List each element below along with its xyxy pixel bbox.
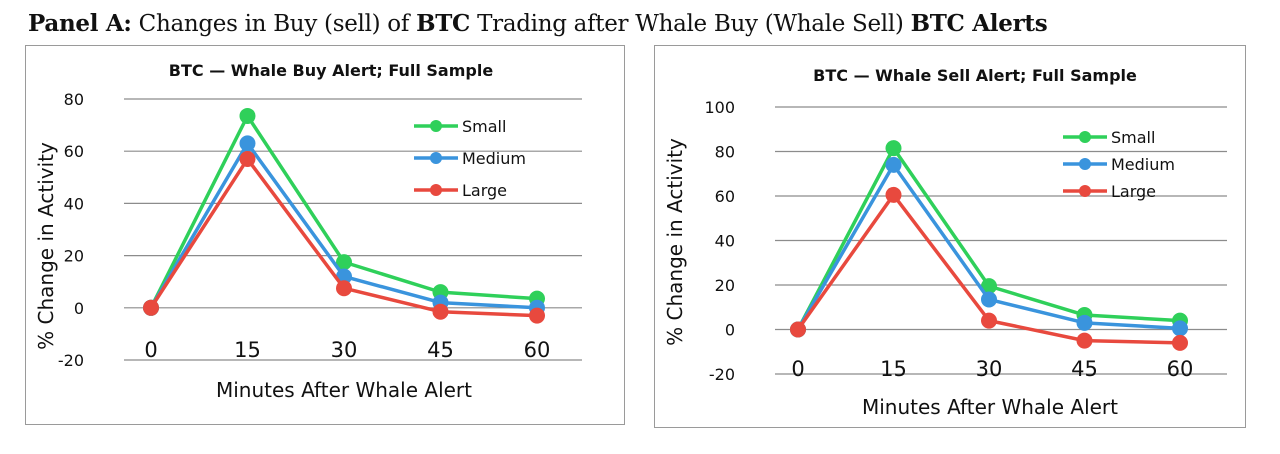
data-point-medium [885,156,902,173]
y-tick-label: -20 [58,351,84,370]
data-point-large [790,321,806,338]
y-axis-label: % Change in Activity [663,138,687,346]
data-point-large [1172,334,1188,351]
data-point-small [885,140,902,157]
panel-text-1: Changes in Buy (sell) of [138,11,410,37]
chart-title: BTC — Whale Sell Alert; Full Sample [813,66,1137,85]
x-tick-label: 45 [1071,357,1098,381]
panel-bold-1: BTC [416,10,471,37]
data-point-medium [1076,314,1093,331]
x-tick-label: 60 [524,338,551,362]
x-tick-label: 0 [791,357,804,381]
y-tick-label: 60 [715,187,735,206]
y-tick-label: 40 [64,194,84,213]
y-tick-label: 0 [725,321,735,340]
whale-buy-chart-svg: -20 0 20 40 60 80 0 15 30 45 60 BTC — Whale Buy Ale… [34,61,582,402]
y-tick-label: 60 [64,142,84,161]
y-tick-label: 0 [74,299,84,318]
whale-buy-chart: -20 0 20 40 60 80 0 15 30 45 60 BTC — Whale Buy Ale… [25,45,625,425]
panel-text-2: Trading after Whale Buy (Whale Sell) [477,11,904,37]
y-tick-label: 80 [64,90,84,109]
legend-marker-medium [1079,158,1091,170]
data-point-small [336,254,352,271]
x-tick-label: 30 [331,338,358,362]
data-point-medium [1172,320,1188,337]
y-tick-label: -20 [709,365,735,384]
data-point-large [239,151,256,168]
x-tick-label: 0 [144,338,157,362]
x-tick-label: 15 [880,357,907,381]
legend-label-large: Large [1111,182,1156,201]
data-point-large [432,303,449,320]
whale-sell-chart: -20 0 20 40 60 80 100 0 15 30 45 60 BTC — Whale Sell… [654,45,1246,428]
data-point-large [885,186,902,203]
data-point-small [981,278,997,295]
y-tick-label: 80 [715,143,735,162]
legend-label-medium: Medium [462,149,526,168]
y-tick-label: 100 [704,98,735,117]
data-point-small [239,107,256,124]
legend-marker-small [1079,131,1091,143]
panel-bold-2: BTC Alerts [910,10,1048,37]
legend-label-medium: Medium [1111,155,1175,174]
x-axis-label: Minutes After Whale Alert [216,378,472,402]
panel-heading: Panel A: Changes in Buy (sell) of BTC Tr… [28,10,1048,37]
legend-marker-medium [430,152,442,164]
legend-marker-large [1079,185,1091,197]
legend-label-large: Large [462,181,507,200]
chart-title: BTC — Whale Buy Alert; Full Sample [169,61,494,80]
data-point-large [981,312,997,329]
legend-marker-large [430,184,442,196]
x-tick-label: 30 [976,357,1003,381]
data-point-large [1076,332,1093,349]
legend-marker-small [430,120,442,132]
whale-sell-chart-svg: -20 0 20 40 60 80 100 0 15 30 45 60 BTC — Whale Sell… [663,66,1227,419]
x-tick-label: 45 [427,338,454,362]
y-tick-label: 40 [715,232,735,251]
data-point-large [529,307,545,324]
x-axis-label: Minutes After Whale Alert [862,395,1118,419]
y-axis-label: % Change in Activity [34,142,58,350]
y-tick-label: 20 [64,247,84,266]
data-point-medium [239,135,256,152]
x-tick-label: 60 [1167,357,1194,381]
legend-label-small: Small [1111,128,1155,147]
panel-label: Panel A: [28,10,132,37]
data-point-medium [981,291,997,308]
legend-label-small: Small [462,117,506,136]
data-point-large [143,299,159,316]
x-tick-label: 15 [234,338,261,362]
y-tick-label: 20 [715,276,735,295]
data-point-large [336,280,352,297]
